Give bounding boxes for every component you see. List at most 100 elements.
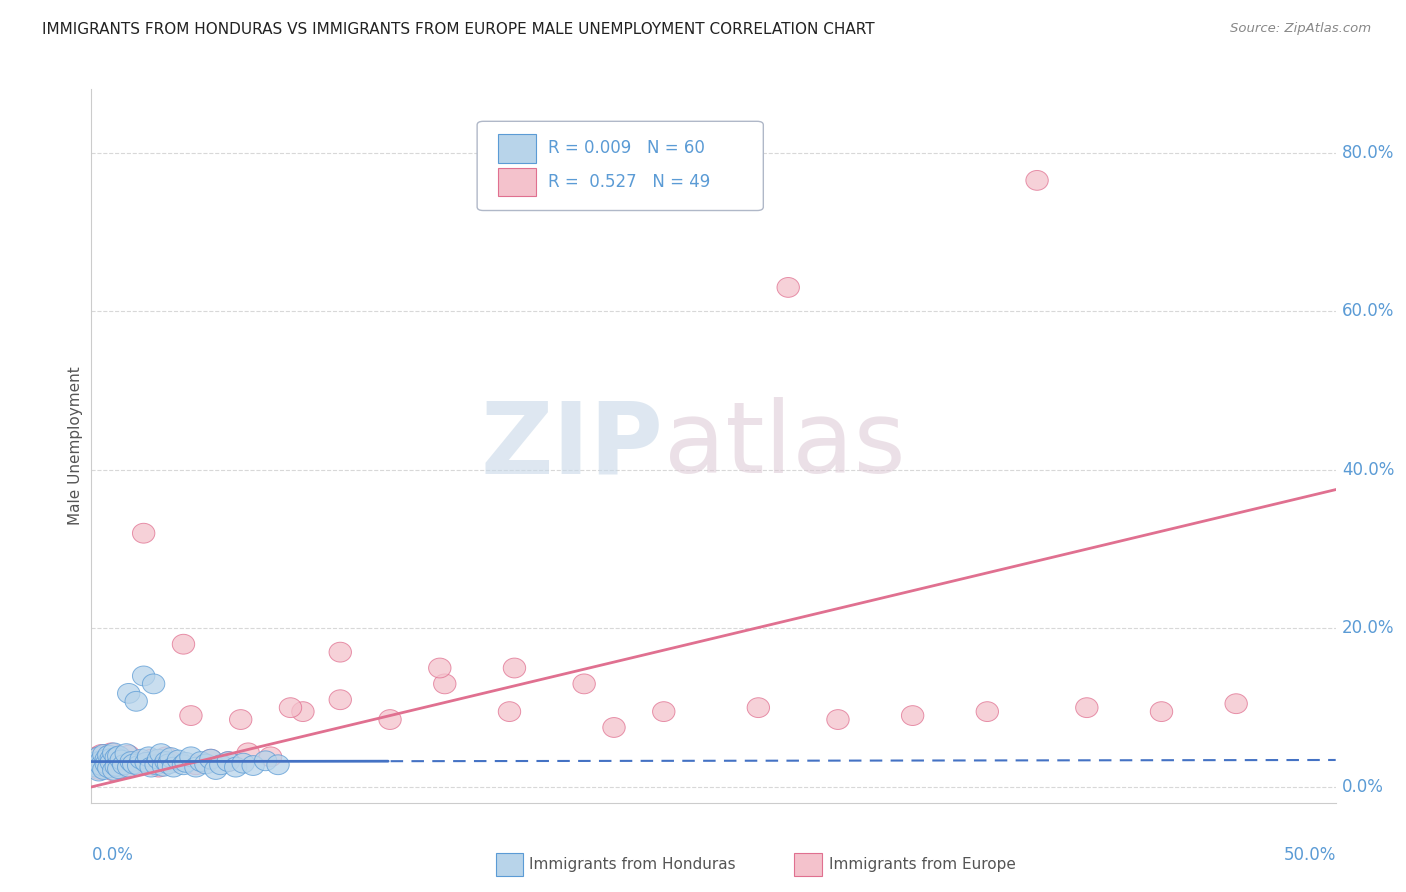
Ellipse shape [280,698,302,717]
Ellipse shape [976,702,998,722]
Ellipse shape [267,755,290,774]
Ellipse shape [128,754,150,774]
Y-axis label: Male Unemployment: Male Unemployment [67,367,83,525]
Ellipse shape [148,757,170,777]
Ellipse shape [97,756,120,775]
Text: 50.0%: 50.0% [1284,846,1336,863]
Ellipse shape [254,751,277,771]
Ellipse shape [110,747,132,767]
Ellipse shape [827,710,849,730]
Ellipse shape [96,749,118,769]
Ellipse shape [97,746,120,765]
Ellipse shape [118,746,141,765]
Ellipse shape [209,755,232,774]
Ellipse shape [145,755,167,774]
Ellipse shape [1076,698,1098,717]
Ellipse shape [83,755,105,774]
Ellipse shape [103,761,125,781]
Ellipse shape [150,744,173,764]
Text: R = 0.009   N = 60: R = 0.009 N = 60 [548,139,704,157]
Ellipse shape [115,744,138,764]
Ellipse shape [93,760,115,780]
Ellipse shape [110,750,132,770]
Ellipse shape [259,747,281,767]
Ellipse shape [135,753,157,772]
Ellipse shape [93,753,115,773]
Text: Immigrants from Honduras: Immigrants from Honduras [530,857,735,872]
Ellipse shape [100,748,122,768]
Ellipse shape [122,752,145,772]
Ellipse shape [142,674,165,694]
Ellipse shape [498,702,520,722]
Ellipse shape [232,753,254,773]
Ellipse shape [194,754,217,774]
Ellipse shape [217,752,239,772]
Ellipse shape [229,710,252,730]
Text: 0.0%: 0.0% [1341,778,1384,796]
Ellipse shape [747,698,769,717]
Text: IMMIGRANTS FROM HONDURAS VS IMMIGRANTS FROM EUROPE MALE UNEMPLOYMENT CORRELATION: IMMIGRANTS FROM HONDURAS VS IMMIGRANTS F… [42,22,875,37]
Ellipse shape [86,752,108,772]
Ellipse shape [138,747,160,767]
Ellipse shape [118,757,141,777]
Ellipse shape [174,753,197,772]
Text: ZIP: ZIP [481,398,664,494]
Text: 20.0%: 20.0% [1341,619,1395,638]
FancyBboxPatch shape [477,121,763,211]
Ellipse shape [180,747,202,767]
Ellipse shape [329,642,352,662]
Ellipse shape [603,717,626,738]
Text: 60.0%: 60.0% [1341,302,1395,320]
Ellipse shape [105,747,128,767]
Ellipse shape [378,710,401,730]
Text: Immigrants from Europe: Immigrants from Europe [830,857,1017,872]
Ellipse shape [190,752,212,772]
Ellipse shape [128,756,150,775]
Ellipse shape [129,749,152,769]
Ellipse shape [1026,170,1049,190]
Ellipse shape [105,756,128,776]
Text: R =  0.527   N = 49: R = 0.527 N = 49 [548,173,710,191]
Ellipse shape [112,755,135,774]
Ellipse shape [180,706,202,725]
Ellipse shape [103,760,125,780]
Ellipse shape [87,761,110,781]
Ellipse shape [329,690,352,710]
Ellipse shape [1225,694,1247,714]
Ellipse shape [125,691,148,711]
Ellipse shape [86,747,108,767]
FancyBboxPatch shape [498,168,536,196]
Ellipse shape [217,752,239,772]
Ellipse shape [100,753,122,772]
Ellipse shape [90,751,112,771]
Ellipse shape [103,743,125,763]
Ellipse shape [108,746,129,766]
Ellipse shape [86,757,108,777]
Ellipse shape [503,658,526,678]
Ellipse shape [173,634,194,654]
Ellipse shape [162,757,184,777]
Ellipse shape [141,757,162,777]
Ellipse shape [1150,702,1173,722]
Text: 40.0%: 40.0% [1341,461,1395,479]
Text: 0.0%: 0.0% [91,846,134,863]
Ellipse shape [242,756,264,775]
Ellipse shape [205,760,226,780]
Ellipse shape [108,755,129,774]
Ellipse shape [96,754,118,774]
FancyBboxPatch shape [496,854,523,876]
Ellipse shape [200,749,222,769]
Ellipse shape [152,756,174,776]
Ellipse shape [433,674,456,694]
Ellipse shape [148,749,170,769]
Ellipse shape [652,702,675,722]
Ellipse shape [87,747,110,767]
Ellipse shape [100,743,122,763]
Ellipse shape [162,753,184,772]
Text: atlas: atlas [664,398,905,494]
FancyBboxPatch shape [794,854,821,876]
Ellipse shape [184,757,207,777]
Ellipse shape [105,751,128,771]
Ellipse shape [112,758,135,778]
Ellipse shape [87,760,110,780]
